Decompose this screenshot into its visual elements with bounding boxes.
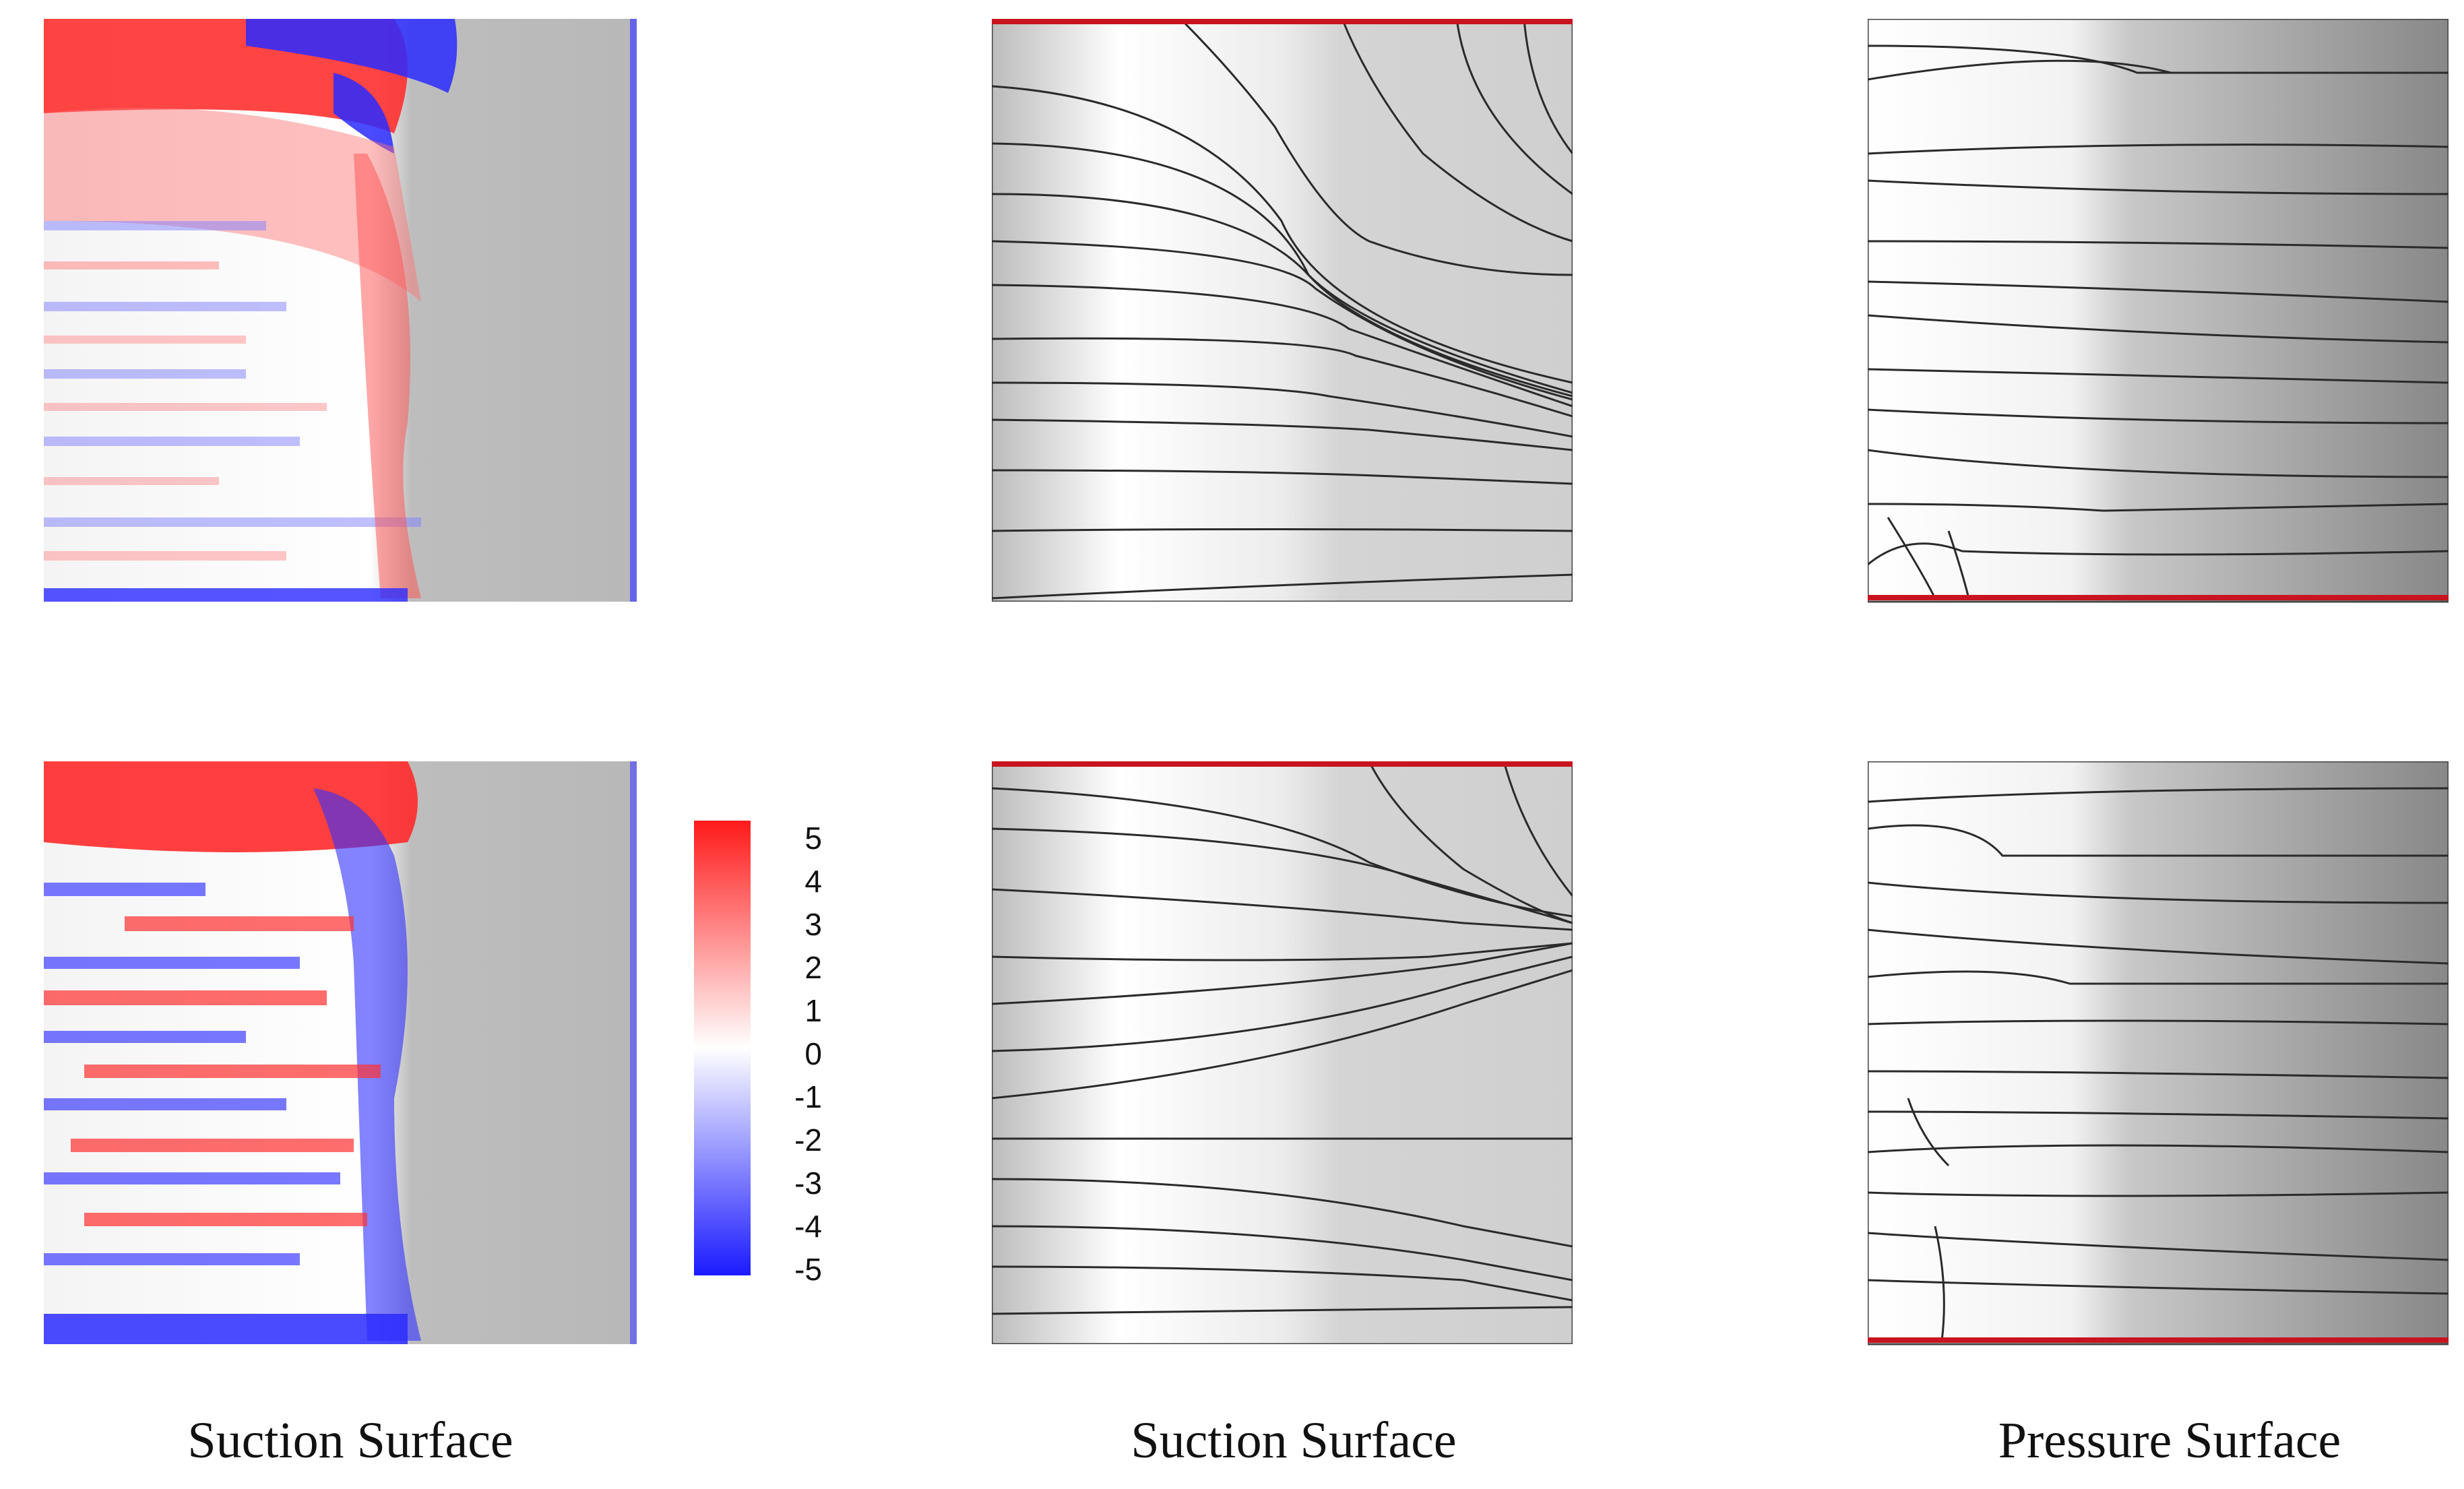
colorbar-tick: 1 bbox=[804, 993, 822, 1028]
caption-middle: Suction Surface bbox=[1131, 1412, 1457, 1469]
streamline-panel-suction-bottom bbox=[992, 761, 1573, 1344]
colorbar-tick: -3 bbox=[794, 1166, 822, 1201]
colorbar-tick: 3 bbox=[804, 907, 822, 942]
colorbar bbox=[694, 821, 751, 1275]
streamline-panel-pressure-bottom bbox=[1868, 761, 2449, 1348]
contour-panel-bottom bbox=[44, 761, 637, 1344]
colorbar-tick: 5 bbox=[804, 821, 822, 856]
colorbar-tick: 4 bbox=[804, 864, 822, 899]
colorbar-tick: -4 bbox=[794, 1209, 822, 1244]
endwall-line bbox=[1868, 1337, 2449, 1343]
colorbar-tick: 0 bbox=[804, 1036, 822, 1071]
colorbar-ticks: 5 4 3 2 1 0 -1 -2 -3 -4 -5 bbox=[761, 821, 822, 1287]
endwall-line bbox=[992, 761, 1573, 767]
caption-right: Pressure Surface bbox=[1998, 1412, 2341, 1469]
colorbar-tick: -1 bbox=[794, 1079, 822, 1114]
contour-panel-top bbox=[44, 19, 637, 602]
streamline-panel-pressure-top bbox=[1868, 19, 2449, 605]
endwall-line bbox=[1868, 595, 2449, 600]
caption-left: Suction Surface bbox=[187, 1412, 513, 1469]
colorbar-tick: -2 bbox=[794, 1122, 822, 1158]
colorbar-tick: -5 bbox=[794, 1252, 822, 1287]
colorbar-tick: 2 bbox=[804, 950, 822, 985]
endwall-line bbox=[992, 19, 1573, 24]
streamline-panel-suction-top bbox=[992, 19, 1573, 602]
